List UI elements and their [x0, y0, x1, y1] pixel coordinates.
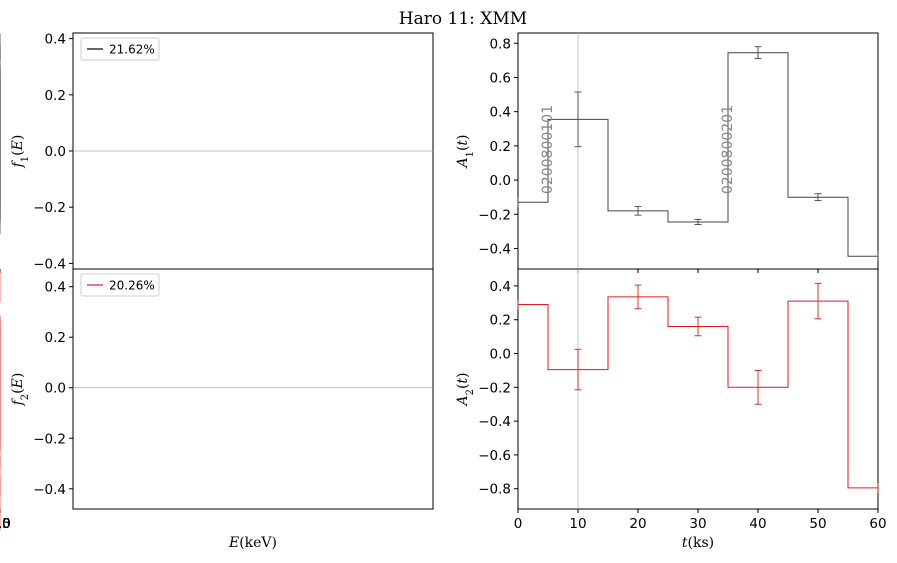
legend-label: 21.62%: [109, 43, 155, 57]
y-tick-label: −0.6: [478, 448, 511, 464]
x-axis-label: t(ks): [682, 535, 714, 551]
panel-f2: −0.4 −0.2 0.0 0.2 0.4 f2(E) 0.51.02.03.05.07.0…: [0, 268, 434, 551]
y-tick-label: −0.4: [33, 256, 66, 272]
x-tick-label: 60: [869, 516, 886, 532]
x-axis-label: E(keV): [228, 535, 277, 551]
y-tick-label: 0.2: [45, 330, 66, 346]
x-tick-label: 10: [569, 516, 586, 532]
figure-title: Haro 11: XMM: [399, 9, 527, 29]
y-tick-label: 0.2: [45, 88, 66, 104]
y-tick-label: 0.0: [45, 381, 66, 397]
legend-box: [80, 273, 160, 297]
y-tick-label: 0.0: [490, 173, 511, 189]
x-tick-label: 30: [689, 516, 706, 532]
x-tick-label: 1.0: [0, 516, 11, 532]
y-tick-label: 0.4: [490, 105, 511, 121]
y-tick-label: 0.2: [490, 313, 511, 329]
y-tick-label: −0.8: [478, 482, 511, 498]
panel-A2: −0.8 −0.6 −0.4 −0.2 0.0 0.2 0.4 A2(t) 0 10 20 30 40 5…: [455, 268, 887, 551]
plot-frame: [517, 32, 879, 270]
y-tick-label: −0.4: [33, 482, 66, 498]
x-tick-label: 3.0: [0, 516, 11, 532]
y-axis-label: f2(E): [10, 373, 31, 407]
x-tick-label: 0: [514, 516, 523, 532]
y-tick-label: 0.0: [490, 347, 511, 363]
x-tick-label: 7.0: [0, 516, 11, 532]
observation-id-label: 0200800101: [540, 105, 556, 194]
legend-label: 20.26%: [109, 279, 155, 293]
x-tick-label: 50: [809, 516, 826, 532]
y-tick-label: 0.4: [45, 280, 66, 296]
x-tick-label: 40: [749, 516, 766, 532]
legend-box: [80, 37, 160, 61]
y-tick-label: 0.0: [45, 144, 66, 160]
panel-f1: −0.4−0.20.00.20.4f1(E)21.62%N VII HeαO V…: [0, 32, 434, 273]
y-tick-label: −0.2: [33, 431, 66, 447]
y-axis-label: f1(E): [10, 135, 31, 169]
panel-A1: −0.4 −0.2 0.0 0.2 0.4 0.6 0.8 A1(t) 0200800101 02…: [455, 32, 879, 273]
plot-frame: [72, 268, 434, 510]
y-axis-label: A1(t): [455, 134, 476, 169]
y-tick-label: −0.4: [478, 414, 511, 430]
y-tick-label: 0.4: [45, 32, 66, 48]
y-tick-label: 0.2: [490, 139, 511, 155]
x-tick-label: 5.0: [0, 516, 11, 532]
y-tick-label: 0.6: [490, 70, 511, 86]
y-tick-label: −0.2: [478, 380, 511, 396]
y-tick-label: −0.4: [478, 241, 511, 257]
x-tick-label: 20: [629, 516, 646, 532]
x-tick-label: 0.5: [0, 516, 11, 532]
y-tick-label: 0.8: [490, 36, 511, 52]
observation-id-label: 0200800201: [720, 105, 736, 194]
amplitude-step-curve: [518, 52, 878, 257]
y-tick-label: −0.2: [478, 207, 511, 223]
y-tick-label: 0.4: [490, 279, 511, 295]
y-tick-label: −0.2: [33, 200, 66, 216]
plot-frame: [517, 268, 879, 510]
x-tick-label: 2.0: [0, 516, 11, 532]
y-axis-label: A2(t): [455, 372, 476, 407]
